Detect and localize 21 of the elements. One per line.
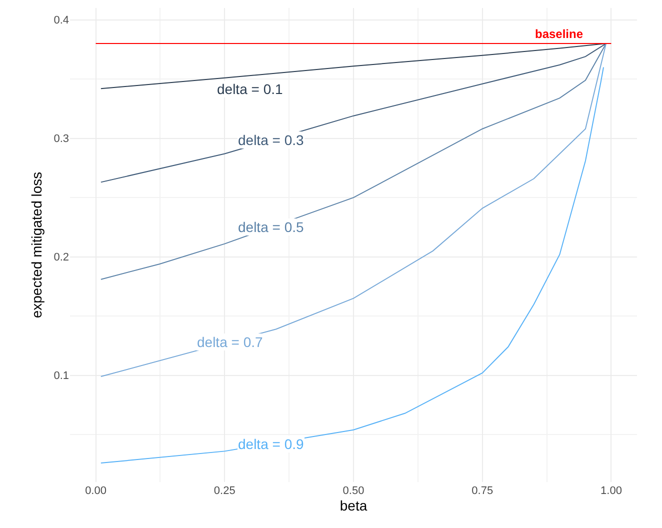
y-tick-label: 0.1 bbox=[54, 370, 69, 382]
y-tick-label: 0.4 bbox=[54, 14, 69, 27]
line-series bbox=[100, 43, 607, 280]
line-series bbox=[100, 66, 604, 464]
line-series bbox=[100, 43, 607, 378]
x-axis-title: beta bbox=[340, 497, 368, 514]
series-label: delta = 0.1 bbox=[217, 81, 283, 97]
y-tick-label: 0.3 bbox=[54, 133, 69, 146]
x-tick-label: 0.25 bbox=[214, 485, 236, 497]
x-tick-label: 0.00 bbox=[85, 485, 106, 497]
y-tick-label: 0.2 bbox=[54, 252, 69, 264]
series-label: delta = 0.9 bbox=[238, 436, 304, 452]
x-tick-label: 0.75 bbox=[472, 485, 494, 497]
series-label: delta = 0.7 bbox=[197, 334, 263, 350]
series-label: delta = 0.3 bbox=[238, 132, 304, 148]
ref-line-label: baseline bbox=[535, 27, 584, 41]
y-axis-title: expected mitigated loss bbox=[28, 172, 44, 318]
x-tick-label: 0.50 bbox=[342, 485, 364, 497]
x-tick-label: 1.00 bbox=[600, 485, 622, 497]
series-label: delta = 0.5 bbox=[238, 219, 304, 235]
line-series bbox=[100, 43, 607, 183]
